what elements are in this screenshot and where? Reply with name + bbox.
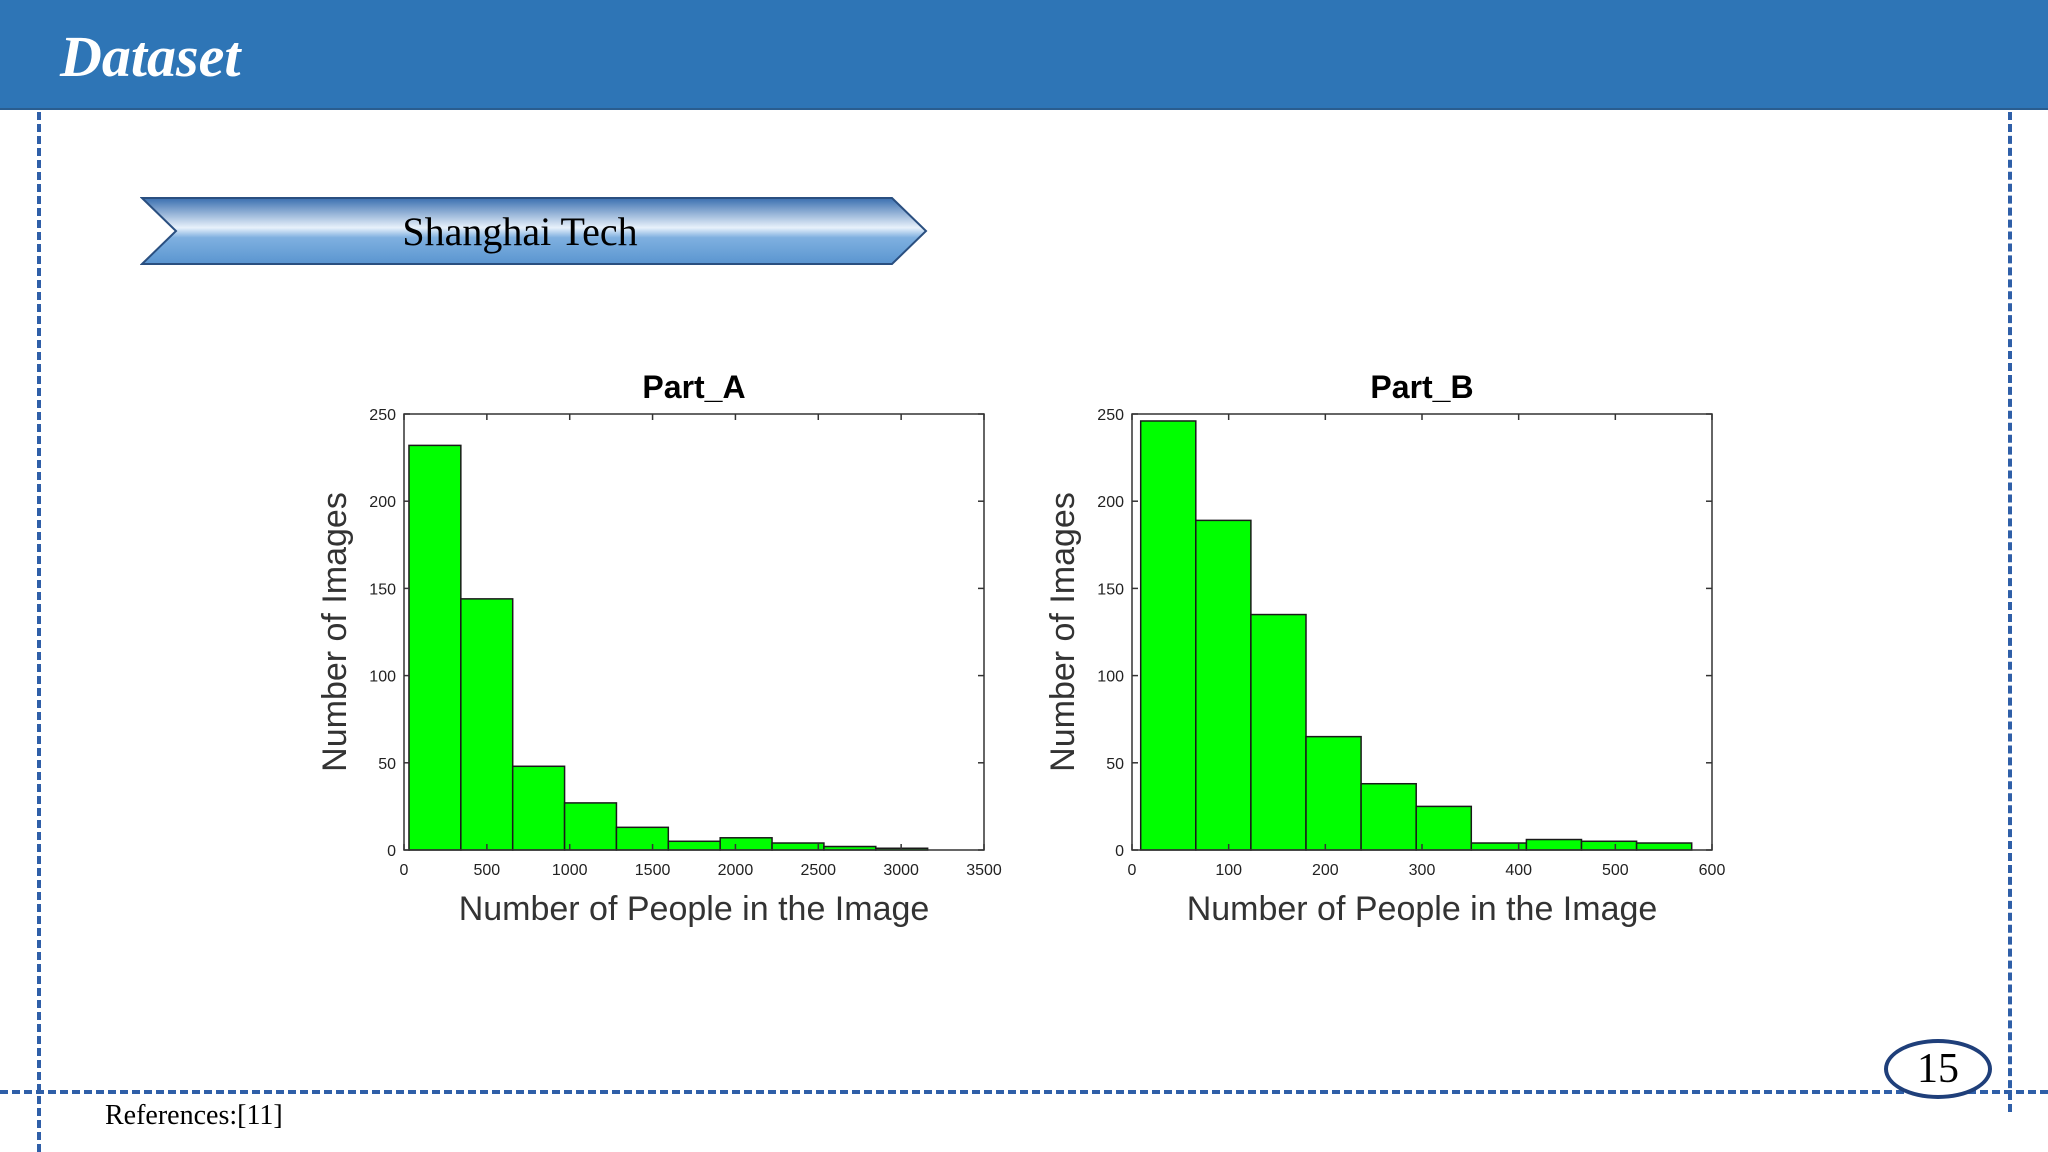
page-number-ring (1884, 1039, 1992, 1099)
part-a-xtick-label: 1000 (552, 862, 588, 879)
part-b-xtick-label: 600 (1699, 862, 1726, 879)
bottom-dashed-border (0, 1090, 2048, 1094)
part-a-bar (667, 840, 721, 851)
part-a-xtick-label: 0 (400, 862, 409, 879)
part-b-xtick-label: 300 (1409, 862, 1436, 879)
part-a-ytick-label: 200 (369, 494, 396, 511)
part-a-bar (511, 765, 566, 851)
part-a-axes-box (403, 413, 985, 851)
part-a-bar (408, 444, 462, 851)
part-b-bar (1360, 782, 1417, 851)
part-a-ylabel: Number of Images (316, 492, 354, 772)
part-a-xtick-label: 500 (474, 862, 501, 879)
part-a-ytick-label: 0 (387, 843, 396, 860)
part-a-ytick-label: 100 (369, 669, 396, 686)
part-b-ytick-label: 200 (1097, 494, 1124, 511)
part-a-bar (719, 837, 773, 851)
banner-arrow-shape (140, 197, 928, 265)
part-a-bar (563, 802, 618, 851)
part-a-bar (615, 826, 670, 851)
part-b-xtick-label: 0 (1128, 862, 1137, 879)
page-title: Dataset (60, 24, 241, 89)
part-a-xlabel: Number of People in the Image (459, 890, 930, 928)
part-a-bar (460, 598, 514, 851)
part-b-bar (1580, 840, 1638, 851)
part-b-ytick-label: 100 (1097, 669, 1124, 686)
part-b-ylabel: Number of Images (1044, 492, 1082, 772)
part-b-bar (1525, 838, 1583, 851)
part-a-ytick-label: 250 (369, 407, 396, 424)
part-b-xtick-label: 500 (1602, 862, 1629, 879)
part-b-bar (1305, 735, 1362, 851)
part-a-ytick-label: 150 (369, 581, 396, 598)
part-a-xtick-label: 2500 (800, 862, 836, 879)
part-a-ytick-label: 50 (378, 756, 396, 773)
part-a-xtick-label: 2000 (718, 862, 754, 879)
part-b-bar (1635, 842, 1693, 851)
part-a-xtick-label: 3500 (966, 862, 1002, 879)
part-b-xtick-label: 400 (1505, 862, 1532, 879)
part-b-ytick-label: 50 (1106, 756, 1124, 773)
part-b-xlabel: Number of People in the Image (1187, 890, 1658, 928)
references-text: References:[11] (105, 1100, 283, 1131)
right-dashed-border (2008, 112, 2012, 1112)
header-bar: Dataset (0, 0, 2048, 110)
part-b-xtick-label: 100 (1215, 862, 1242, 879)
part-a-title: Part_A (642, 369, 745, 405)
part-b-ytick-label: 150 (1097, 581, 1124, 598)
part-a-xtick-label: 1500 (635, 862, 671, 879)
part-b-ytick-label: 0 (1115, 843, 1124, 860)
part-b-bar (1415, 805, 1473, 851)
left-dashed-border (37, 112, 41, 1152)
part-b-bar (1250, 613, 1307, 851)
part-b-xtick-label: 200 (1312, 862, 1339, 879)
page-number: 15 (1917, 1046, 1959, 1092)
part-b-title: Part_B (1370, 369, 1473, 405)
part-b-ytick-label: 250 (1097, 407, 1124, 424)
part-a-bar (771, 842, 825, 851)
part-a-xtick-label: 3000 (883, 862, 919, 879)
banner-label: Shanghai Tech (402, 208, 638, 254)
part-b-bar (1195, 519, 1252, 851)
part-b-bar (1139, 420, 1197, 851)
